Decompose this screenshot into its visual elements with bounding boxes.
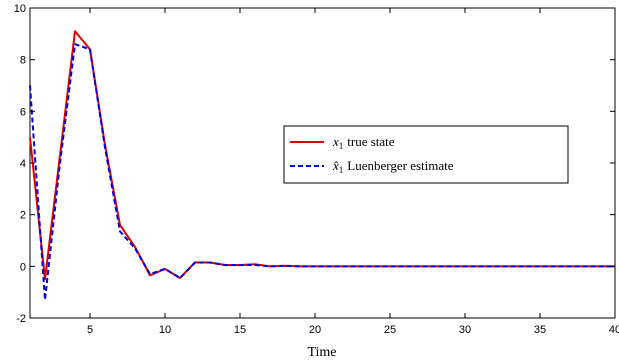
legend-box: [283, 125, 569, 184]
y-tick-label: 2: [20, 210, 26, 222]
y-tick-label: -2: [16, 313, 26, 325]
series-lines: [29, 30, 615, 301]
x-tick-label: 15: [234, 324, 246, 336]
x-tick-label: 5: [87, 324, 93, 336]
y-tick-label: 8: [20, 55, 26, 67]
legend-label-estimate: x̂1 Luenberger estimate: [332, 158, 454, 175]
x-tick-label: 25: [384, 324, 396, 336]
legend-symbol-true-state: x: [332, 134, 339, 149]
legend-subscript-true-state: 1: [339, 141, 344, 151]
x-tick-label: 40: [609, 324, 619, 336]
y-tick-label: 10: [14, 3, 26, 15]
legend-subscript-estimate: 1: [339, 165, 344, 175]
series-line-estimate: [29, 43, 615, 301]
y-tick-label: 0: [20, 261, 26, 273]
x-tick-label: 20: [309, 324, 321, 336]
legend-text-estimate: Luenberger estimate: [347, 158, 453, 173]
y-tick-label: 6: [20, 106, 26, 118]
x-axis-ticks: 5 10 15 20 25 30 35 40: [87, 8, 619, 336]
x-tick-label: 30: [459, 324, 471, 336]
y-axis-ticks: -2 0 2 4 6 8 10: [14, 3, 615, 325]
legend-label-true-state: x1 true state: [332, 134, 395, 151]
x-axis-title: Time: [307, 345, 336, 360]
x-tick-label: 35: [534, 324, 546, 336]
y-tick-label: 4: [20, 158, 26, 170]
legend-text-true-state: true state: [347, 134, 395, 149]
x-tick-label: 10: [159, 324, 171, 336]
legend: x1 true state x̂1 Luenberger estimate: [283, 125, 569, 184]
legend-symbol-estimate: x̂: [332, 158, 339, 173]
